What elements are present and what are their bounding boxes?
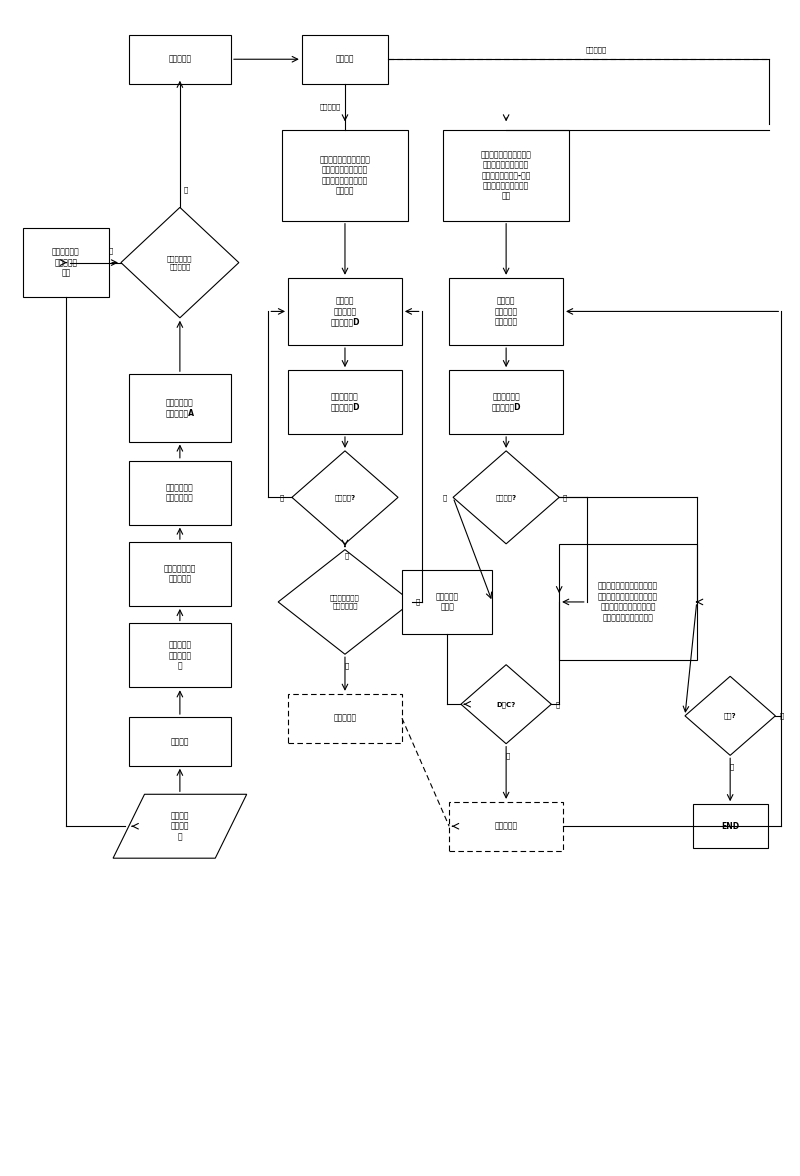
- FancyBboxPatch shape: [449, 278, 563, 345]
- Text: 取下一帧
作物代作物
的特征数值D: 取下一帧 作物代作物 的特征数值D: [330, 296, 360, 326]
- FancyBboxPatch shape: [443, 131, 569, 221]
- FancyBboxPatch shape: [129, 717, 231, 766]
- Text: D大C?: D大C?: [497, 701, 516, 708]
- FancyBboxPatch shape: [288, 694, 402, 742]
- Text: END: END: [721, 822, 739, 830]
- Text: 到达三叶期: 到达三叶期: [168, 55, 191, 64]
- Text: 重新确定监
测区域: 重新确定监 测区域: [436, 593, 458, 612]
- Text: 结束?: 结束?: [724, 713, 737, 720]
- Text: 是否定位?: 是否定位?: [495, 494, 517, 501]
- Text: 比较大于三叶
期判断阈值: 比较大于三叶 期判断阈值: [167, 255, 193, 269]
- Text: 取下一帧
作物代作物
的特征数值: 取下一帧 作物代作物 的特征数值: [494, 296, 518, 326]
- FancyBboxPatch shape: [129, 374, 231, 441]
- Text: 获得候图像的
特征点总数D: 获得候图像的 特征点总数D: [330, 393, 360, 412]
- Text: 如果是条播: 如果是条播: [586, 47, 607, 53]
- Text: 当前以前
的基本图
像: 当前以前 的基本图 像: [170, 811, 189, 841]
- FancyBboxPatch shape: [22, 228, 109, 298]
- Polygon shape: [121, 207, 239, 318]
- Text: 是: 是: [345, 662, 349, 669]
- Text: 否: 否: [416, 599, 420, 606]
- Text: 否: 否: [555, 701, 559, 708]
- Text: 是: 是: [345, 553, 349, 559]
- Text: 播种方式: 播种方式: [336, 55, 354, 64]
- Text: 测达七叶期: 测达七叶期: [494, 822, 518, 830]
- Text: 确定重点监测区域，获得
三叶期图像的特定区域
的特征，以及查看-发现
区域的特征区域的参考
度量: 确定重点监测区域，获得 三叶期图像的特定区域 的特征，以及查看-发现 区域的特征…: [481, 151, 531, 201]
- Text: 是: 是: [563, 494, 567, 501]
- Text: 否: 否: [442, 494, 446, 501]
- FancyBboxPatch shape: [302, 35, 388, 83]
- FancyBboxPatch shape: [449, 370, 563, 434]
- FancyBboxPatch shape: [559, 543, 697, 660]
- Text: 作物分割: 作物分割: [170, 737, 189, 746]
- FancyBboxPatch shape: [282, 131, 408, 221]
- FancyBboxPatch shape: [402, 570, 492, 634]
- FancyBboxPatch shape: [693, 804, 767, 848]
- Text: 否: 否: [109, 248, 113, 254]
- FancyBboxPatch shape: [129, 542, 231, 606]
- Text: 计算图像的平
均采样点数A: 计算图像的平 均采样点数A: [166, 399, 194, 417]
- Text: 是否定位?: 是否定位?: [334, 494, 355, 501]
- Text: 是: 是: [184, 187, 188, 193]
- Text: 如果是大量: 如果是大量: [320, 103, 341, 111]
- Text: 是否大于七叶期
之前定期阈值: 是否大于七叶期 之前定期阈值: [330, 595, 360, 609]
- Polygon shape: [453, 450, 559, 543]
- Polygon shape: [278, 549, 412, 654]
- Text: 测达七叶期: 测达七叶期: [334, 714, 357, 723]
- FancyBboxPatch shape: [288, 278, 402, 345]
- Text: 确定重点监测区域，获得
三叶期图像的特征点总
数，以及确定七叶期图
像新闻值: 确定重点监测区域，获得 三叶期图像的特征点总 数，以及确定七叶期图 像新闻值: [319, 155, 370, 195]
- Text: 计算追踪域的
平均采样点数: 计算追踪域的 平均采样点数: [166, 483, 194, 502]
- Text: 否: 否: [280, 494, 284, 501]
- Text: 否: 否: [779, 713, 783, 720]
- Text: 统计最小连
通域水稻点
数: 统计最小连 通域水稻点 数: [168, 641, 191, 670]
- FancyBboxPatch shape: [129, 623, 231, 687]
- Polygon shape: [685, 676, 775, 755]
- Polygon shape: [461, 664, 551, 743]
- Text: 是: 是: [730, 763, 734, 770]
- Text: 假下一个时期
的作物遥感
图像: 假下一个时期 的作物遥感 图像: [52, 248, 80, 278]
- FancyBboxPatch shape: [288, 370, 402, 434]
- Polygon shape: [113, 794, 246, 858]
- FancyBboxPatch shape: [449, 802, 563, 850]
- Text: 获得候图像的
特征点总数D: 获得候图像的 特征点总数D: [491, 393, 521, 412]
- Text: 计算细图像中全
连通域本数: 计算细图像中全 连通域本数: [164, 564, 196, 583]
- Text: 是: 是: [506, 751, 510, 759]
- Polygon shape: [292, 450, 398, 543]
- FancyBboxPatch shape: [129, 35, 231, 83]
- FancyBboxPatch shape: [129, 461, 231, 524]
- Text: 分别获得重点检测区域内当前
图像的特征点总数和与基准图
像特征点数对比三叶期图像
特定区域的特征正比总数: 分别获得重点检测区域内当前 图像的特征点总数和与基准图 像特征点数对比三叶期图像…: [598, 582, 658, 622]
